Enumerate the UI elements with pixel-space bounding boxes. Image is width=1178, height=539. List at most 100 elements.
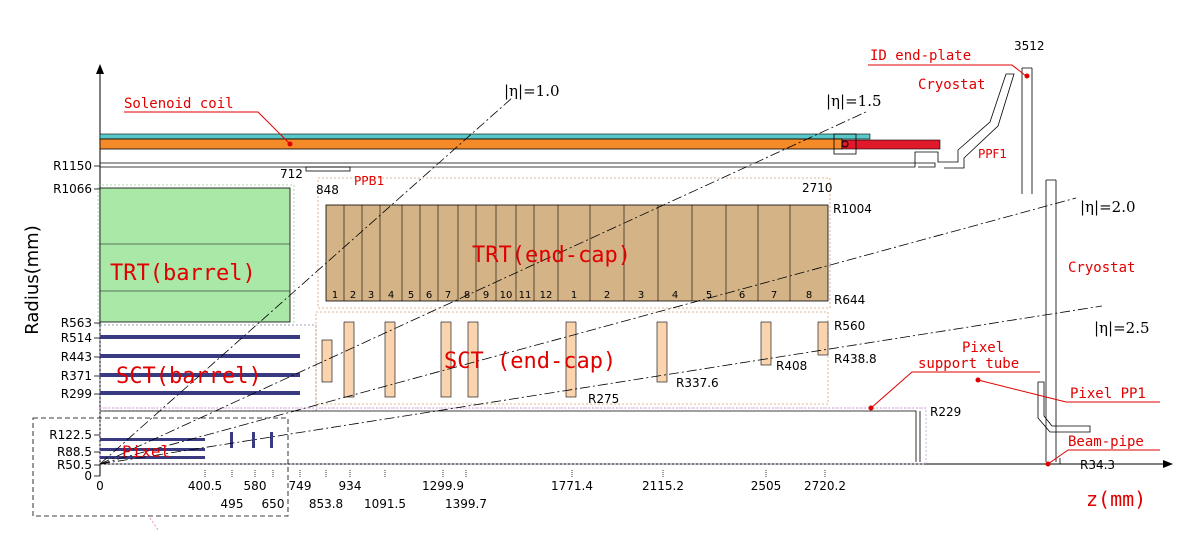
dim-r275: R275 (588, 392, 619, 406)
dim-r34_3: R34.3 (1080, 458, 1115, 472)
solenoid-label: Solenoid coil (124, 96, 234, 112)
trt-wheel-number: 2 (604, 290, 610, 301)
trt-wheel-number: 8 (806, 290, 812, 301)
pixel-support-label-2: support tube (918, 356, 1019, 372)
beam-pipe-marker-icon (1045, 461, 1051, 467)
sct-barrel-layer (100, 391, 300, 395)
dim-r337_6: R337.6 (676, 376, 719, 390)
z-tick-label: 2720.2 (804, 479, 846, 493)
leader-id-endplate (868, 64, 1027, 77)
cryostat-right-wall (1045, 179, 1057, 462)
solenoid-connector (833, 133, 857, 155)
dim-r1004: R1004 (833, 202, 872, 216)
trt-wheel-number: 1 (332, 290, 338, 301)
r-tick-label: R563 (61, 316, 92, 330)
cryostat-top-label: Cryostat (918, 77, 985, 93)
zoom-leader (149, 517, 159, 531)
solenoid-coil (99, 138, 843, 150)
pixel-zoom-box (32, 417, 289, 517)
dim-r229: R229 (930, 405, 961, 419)
z-tick-label: 400.5 (188, 479, 222, 493)
pixel-pp1-bracket (1037, 381, 1091, 433)
dim-r438_8: R438.8 (834, 352, 877, 366)
leader-solenoid (124, 111, 291, 145)
beam-pipe-label: Beam-pipe (1068, 434, 1144, 450)
z-tick-label: 1299.9 (422, 479, 464, 493)
z-axis-label: z(mm) (1086, 487, 1146, 511)
sct-endcap-label: SCT (end-cap) (444, 349, 616, 374)
solenoid-marker-icon (287, 141, 293, 147)
trt-wheel-number: 12 (540, 290, 553, 301)
dim-r408: R408 (776, 359, 807, 373)
trt-wheel-number: 4 (388, 290, 394, 301)
pixel-disk (252, 432, 255, 448)
sct-disk (384, 321, 396, 398)
sct-disk (656, 321, 668, 383)
r-tick-label: R514 (61, 331, 92, 345)
eta-line-2.5 (99, 305, 1103, 465)
z-tick-label: 2505 (751, 479, 782, 493)
sct-barrel-layer (100, 354, 300, 358)
r-tick-label: R50.5 (57, 458, 92, 472)
ppb1-label: PPB1 (354, 174, 384, 188)
z-tick-label: 853.8 (309, 497, 343, 511)
z-axis-arrow-icon (1163, 460, 1173, 468)
z-tick-label: 1771.4 (551, 479, 593, 493)
eta-lines (99, 97, 1103, 465)
pixel-pp1-label: Pixel PP1 (1070, 386, 1146, 402)
z-tick-label: 1091.5 (364, 497, 406, 511)
trt-wheel-number: 4 (672, 290, 678, 301)
dim-712: 712 (280, 167, 303, 181)
trt-barrel-label: TRT(barrel) (110, 261, 256, 286)
trt-endcap-wheels: 12345678910111212345678 (332, 205, 812, 301)
sct-barrel-layer (100, 335, 300, 339)
sct-disk (343, 321, 355, 398)
id-end-plate-marker-icon (1024, 73, 1030, 79)
z-tick-label: 749 (289, 479, 312, 493)
r-tick-label: R122.5 (49, 428, 92, 442)
r-tick-label: R371 (61, 369, 92, 383)
pixel-label: Pixel (122, 442, 170, 461)
trt-barrel (99, 187, 291, 323)
trt-wheel-number: 10 (500, 290, 513, 301)
eta-label-2.5: |η|=2.5 (1094, 319, 1150, 337)
sct-disk (440, 321, 452, 398)
trt-endcap-label: TRT(end-cap) (472, 243, 631, 268)
trt-wheel-number: 5 (408, 290, 414, 301)
z-tick-label: 495 (221, 497, 244, 511)
trt-endcap (325, 204, 829, 302)
trt-wheel-number: 6 (739, 290, 745, 301)
sct-endcap-envelope (315, 311, 829, 405)
id-end-plate (1021, 67, 1033, 194)
leader-lines (124, 64, 1160, 465)
z-tick-label: 1399.7 (445, 497, 487, 511)
r-tick-label: R1150 (53, 159, 92, 173)
trt-wheel-number: 2 (350, 290, 356, 301)
eta-label-1.0: |η|=1.0 (504, 82, 560, 100)
dim-848: 848 (316, 183, 339, 197)
z-tick-label: 0 (96, 479, 104, 493)
z-tick-label: 934 (339, 479, 362, 493)
leader-beam-pipe (1047, 449, 1160, 465)
eta-line-1.5 (99, 110, 869, 465)
r-axis-label: Radius(mm) (22, 225, 43, 334)
r-tick-label: R1066 (53, 182, 92, 196)
z-tick-label: 580 (244, 479, 267, 493)
r-axis-arrow-icon (96, 64, 104, 74)
dim-r560: R560 (834, 319, 865, 333)
trt-wheel-number: 9 (483, 290, 489, 301)
sct-disk (467, 321, 479, 398)
z-tick-label: 2115.2 (642, 479, 684, 493)
sct-disk (817, 321, 829, 356)
pixel-disk (230, 432, 233, 448)
solenoid-cap-strip (99, 133, 871, 140)
trt-wheel-number: 1 (571, 290, 577, 301)
pixel-support-label-1: Pixel (962, 340, 1004, 356)
sct-barrel-label: SCT(barrel) (116, 364, 262, 389)
r-tick-label: R88.5 (57, 445, 92, 459)
eta-label-2.0: |η|=2.0 (1080, 198, 1136, 216)
ppf1-label: PPF1 (978, 147, 1007, 161)
